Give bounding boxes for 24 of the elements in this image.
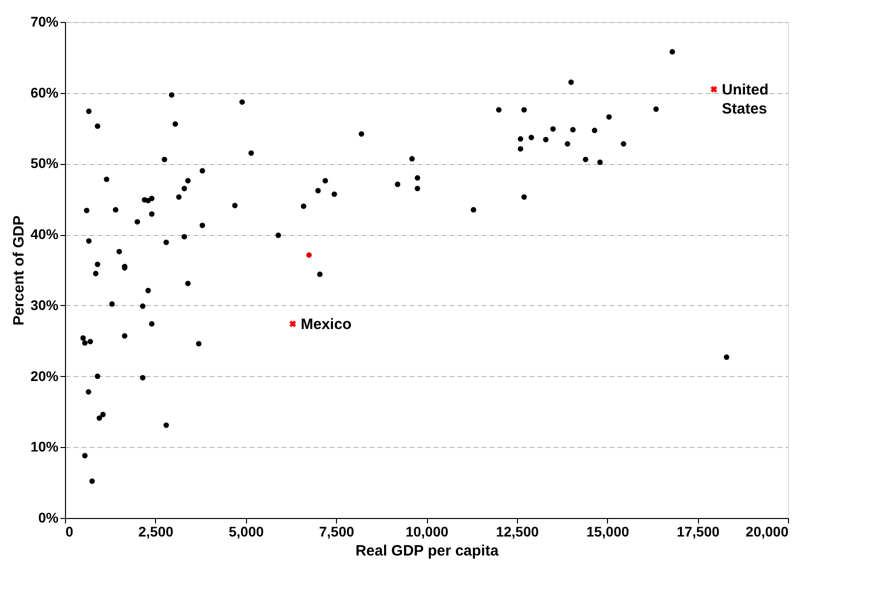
y-tick-label: 40% <box>30 226 60 242</box>
x-tick-label: 7,500 <box>319 524 354 540</box>
x-tick-label: 12,500 <box>496 524 539 540</box>
x-axis-title: Real GDP per capita <box>355 542 500 560</box>
y-tick-label: 60% <box>30 84 60 100</box>
y-tick-label: 0% <box>38 510 60 526</box>
point <box>710 86 718 93</box>
y-tick-label: 30% <box>30 296 60 313</box>
annotation: Mexico <box>300 316 352 333</box>
x-tick-label: 5,000 <box>228 524 264 540</box>
y-tick-label: 20% <box>30 368 60 384</box>
x-tick-label: 17,500 <box>676 524 720 540</box>
y-tick-label: 10% <box>30 438 60 455</box>
y-tick-label: 50% <box>30 155 60 172</box>
x-tick-label: 2,500 <box>138 524 174 540</box>
point <box>289 320 296 328</box>
y-axis-title: Percent of GDP <box>10 215 28 326</box>
x-tick-label: 20,000 <box>746 524 789 540</box>
point <box>306 252 312 258</box>
x-tick-label: 15,000 <box>586 524 630 540</box>
y-tick-label: 70% <box>30 14 60 30</box>
x-tick-label: 0 <box>66 524 74 540</box>
x-tick-label: 10,000 <box>406 524 449 540</box>
annotation: United States <box>722 81 769 118</box>
